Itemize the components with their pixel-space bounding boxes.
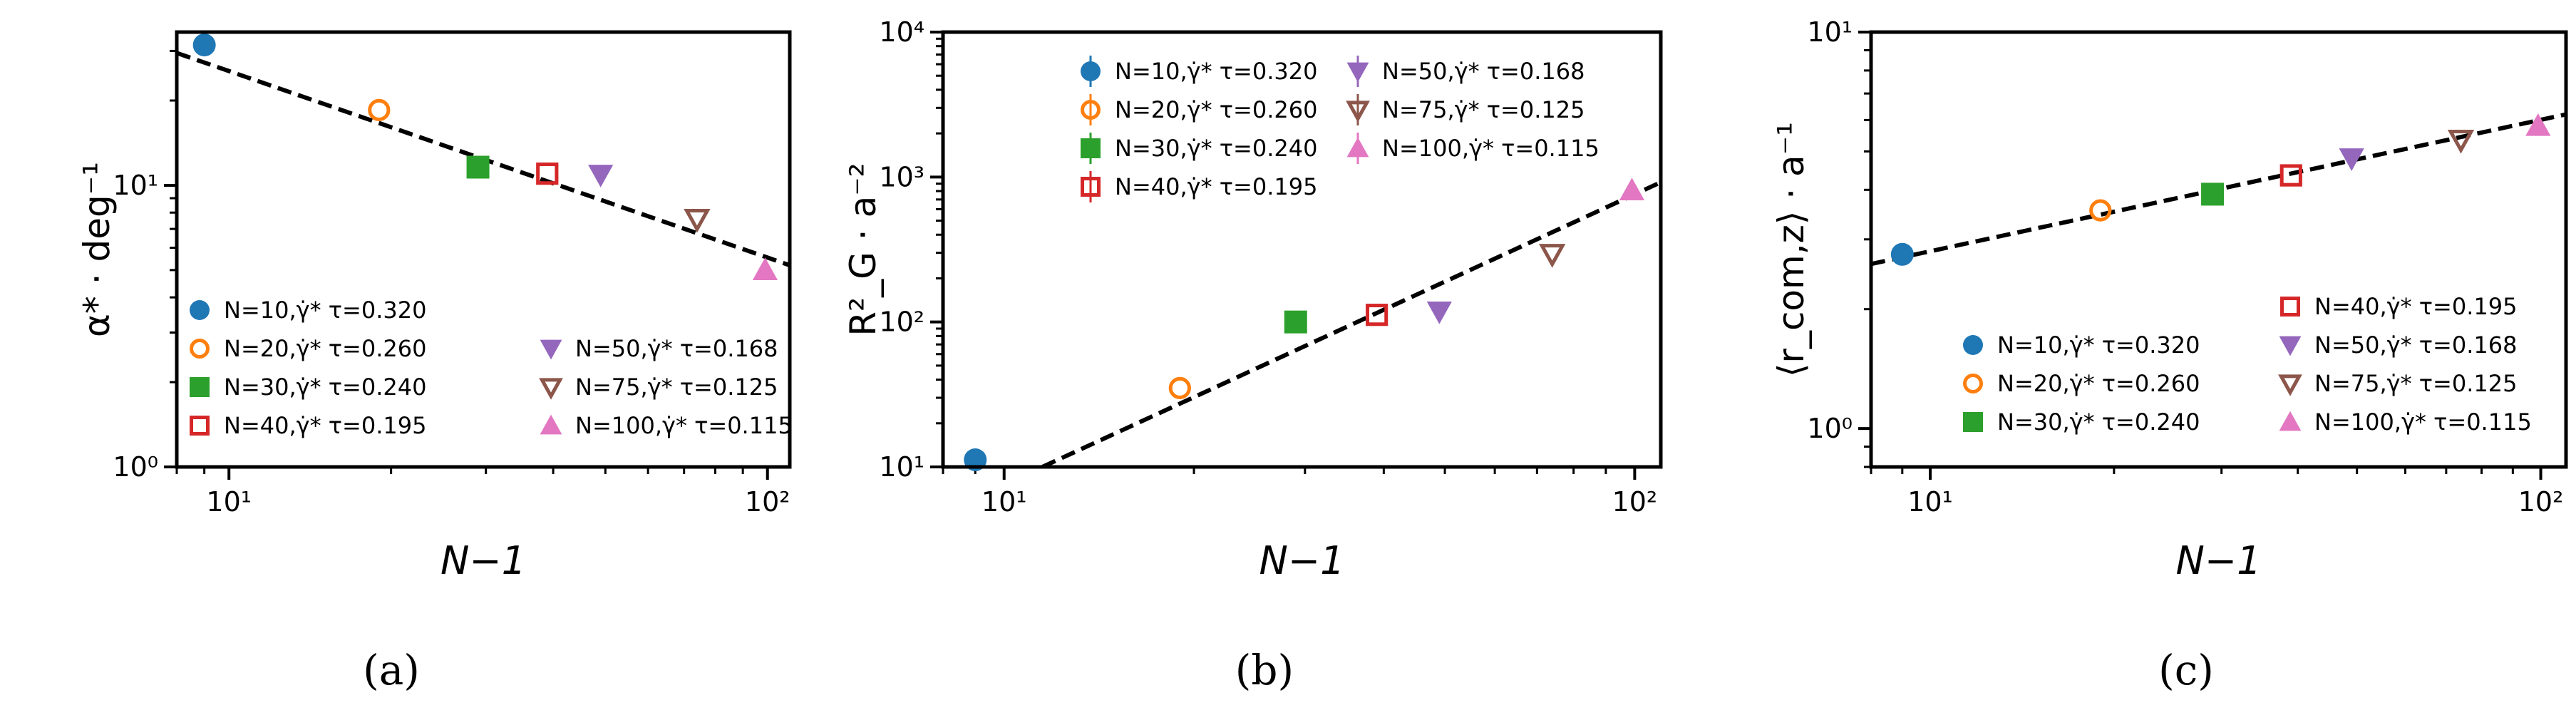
legend-label-2: N=30,γ̇* τ=0.240 bbox=[224, 374, 426, 401]
legend-label-3: N=40,γ̇* τ=0.195 bbox=[2314, 293, 2517, 320]
panel-caption: (c) bbox=[2158, 646, 2214, 694]
legend-label-1: N=20,γ̇* τ=0.260 bbox=[1115, 96, 1317, 123]
data-point-2 bbox=[466, 155, 490, 179]
minor-ticks bbox=[170, 49, 744, 474]
legend-label-6: N=100,γ̇* τ=0.115 bbox=[575, 412, 793, 439]
legend-label-3: N=40,γ̇* τ=0.195 bbox=[1115, 173, 1317, 200]
legend-marker-4 bbox=[540, 339, 562, 360]
legend-marker-0 bbox=[190, 300, 210, 320]
legend: N=10,γ̇* τ=0.320 N=20,γ̇* τ=0.260 N=30,γ̇*… bbox=[1081, 56, 1599, 202]
data-point-1 bbox=[1168, 376, 1191, 399]
data-point-6 bbox=[2525, 113, 2551, 136]
data-point-6 bbox=[752, 257, 778, 280]
y-tick-label: 10² bbox=[879, 307, 924, 338]
x-tick-label: 10¹ bbox=[1907, 486, 1953, 518]
y-tick-label: 10¹ bbox=[879, 451, 924, 483]
legend: N=40,γ̇* τ=0.195 N=10,γ̇* τ=0.320 N=50,γ̇*… bbox=[1963, 293, 2532, 436]
data-point-5 bbox=[684, 208, 711, 233]
panel-caption: (a) bbox=[363, 646, 420, 694]
legend-label-2: N=30,γ̇* τ=0.240 bbox=[1997, 408, 2200, 436]
legend-label-6: N=100,γ̇* τ=0.115 bbox=[1382, 135, 1599, 162]
legend-marker-5 bbox=[539, 378, 563, 400]
chart-panel-a: 10¹ 10² 10⁰ 10¹ N−1 α* · deg⁻¹ N=10,γ̇* τ=0.32… bbox=[76, 30, 793, 694]
legend-label-0: N=10,γ̇* τ=0.320 bbox=[1115, 58, 1317, 85]
data-point-2 bbox=[1284, 310, 1307, 334]
panel-caption: (b) bbox=[1235, 646, 1294, 694]
legend-marker-6 bbox=[540, 414, 562, 435]
x-axis-label: N−1 bbox=[441, 538, 526, 583]
legend-label-6: N=100,γ̇* τ=0.115 bbox=[2314, 408, 2532, 436]
legend: N=10,γ̇* τ=0.320 N=20,γ̇* τ=0.260 N=30,γ̇*… bbox=[190, 297, 793, 439]
legend-marker-2 bbox=[1963, 412, 1983, 432]
y-tick-label: 10⁰ bbox=[1807, 413, 1853, 444]
x-tick-label: 10¹ bbox=[982, 486, 1027, 518]
legend-marker-0 bbox=[1963, 335, 1983, 355]
y-axis-label: α* · deg⁻¹ bbox=[76, 162, 118, 337]
fit-line bbox=[1041, 180, 1661, 467]
y-axis-label: ⟨r_com,z⟩ · a⁻¹ bbox=[1771, 122, 1812, 377]
legend-label-4: N=50,γ̇* τ=0.168 bbox=[2314, 331, 2517, 359]
axes-frame bbox=[941, 30, 1663, 469]
x-axis-label: N−1 bbox=[1259, 538, 1345, 583]
x-tick-label: 10² bbox=[2518, 486, 2564, 518]
axes-frame bbox=[175, 30, 792, 469]
legend-marker-1 bbox=[190, 339, 210, 359]
legend-marker-2 bbox=[190, 377, 210, 397]
data-point-1 bbox=[368, 98, 391, 122]
x-tick-label: 10² bbox=[745, 486, 790, 518]
legend-label-3: N=40,γ̇* τ=0.195 bbox=[224, 412, 426, 439]
chart-panel-c: 10¹ 10² 10⁰ 10¹ N−1 ⟨r_com,z⟩ · a⁻¹ N=40,γ̇* τ… bbox=[1771, 16, 2568, 694]
legend-marker-3 bbox=[2280, 297, 2300, 317]
data-point-6 bbox=[1619, 178, 1645, 201]
legend-marker-3 bbox=[190, 416, 210, 436]
legend-label-5: N=75,γ̇* τ=0.125 bbox=[2314, 370, 2517, 397]
legend-label-1: N=20,γ̇* τ=0.260 bbox=[224, 335, 426, 362]
data-point-3 bbox=[536, 162, 559, 185]
chart-panel-b: 10¹ 10² 10¹ 10² 10³ 10⁴ N−1 R²_G · a⁻² N=10,γ̇* … bbox=[843, 16, 1663, 694]
legend-marker-1 bbox=[1963, 374, 1983, 393]
data-point-0 bbox=[1890, 242, 1914, 266]
y-tick-label: 10⁴ bbox=[879, 16, 924, 48]
legend-label-0: N=10,γ̇* τ=0.320 bbox=[224, 297, 426, 324]
data-point-1 bbox=[2089, 199, 2112, 222]
x-tick-label: 10² bbox=[1612, 486, 1658, 518]
data-point-5 bbox=[1539, 244, 1566, 268]
legend-label-5: N=75,γ̇* τ=0.125 bbox=[1382, 96, 1585, 123]
data-point-4 bbox=[1426, 301, 1452, 324]
y-tick-label: 10⁰ bbox=[113, 451, 158, 483]
data-point-3 bbox=[2279, 164, 2302, 187]
y-axis-label: R²_G · a⁻² bbox=[843, 163, 884, 336]
x-tick-label: 10¹ bbox=[206, 486, 252, 518]
y-tick-label: 10¹ bbox=[1807, 16, 1853, 48]
legend-marker-6 bbox=[2279, 411, 2302, 431]
legend-label-4: N=50,γ̇* τ=0.168 bbox=[1382, 58, 1585, 85]
legend-label-5: N=75,γ̇* τ=0.125 bbox=[575, 374, 778, 401]
y-tick-label: 10³ bbox=[879, 161, 924, 192]
data-point-2 bbox=[2201, 182, 2225, 206]
legend-label-4: N=50,γ̇* τ=0.168 bbox=[575, 335, 778, 362]
y-tick-label: 10¹ bbox=[113, 170, 158, 201]
data-point-4 bbox=[2339, 148, 2364, 171]
legend-marker-4 bbox=[2279, 336, 2302, 356]
data-point-3 bbox=[1365, 304, 1389, 326]
data-point-5 bbox=[2447, 130, 2475, 154]
axes-frame bbox=[1869, 30, 2568, 469]
legend-marker-5 bbox=[2278, 374, 2302, 396]
data-point-4 bbox=[588, 165, 614, 187]
legend-label-2: N=30,γ̇* τ=0.240 bbox=[1115, 135, 1317, 162]
legend-label-0: N=10,γ̇* τ=0.320 bbox=[1997, 331, 2200, 359]
legend-label-1: N=20,γ̇* τ=0.260 bbox=[1997, 370, 2200, 397]
data-point-0 bbox=[192, 34, 216, 57]
x-axis-label: N−1 bbox=[2176, 538, 2262, 583]
